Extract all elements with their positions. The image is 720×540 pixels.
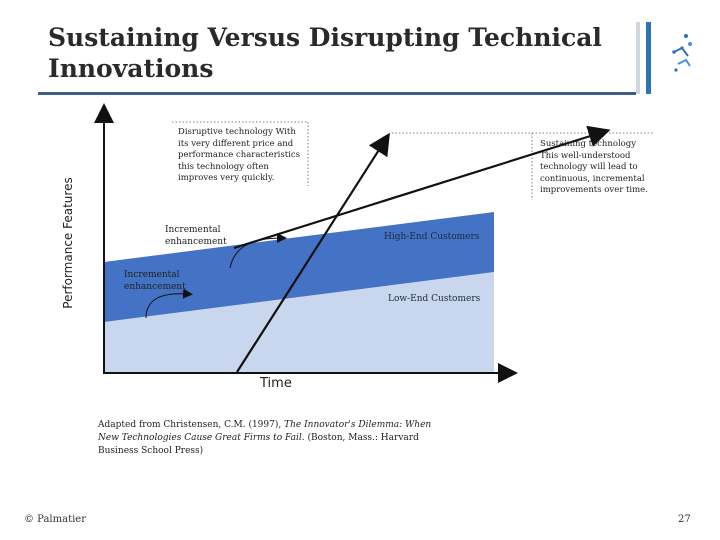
incremental-arrow-2 — [145, 288, 193, 319]
x-axis-label: Time — [260, 376, 292, 391]
y-axis-label: Performance Features — [61, 177, 75, 309]
low-end-customers-band — [104, 272, 494, 372]
copyright-notice: © Palmatier — [24, 514, 86, 525]
high-end-customers-band — [104, 212, 494, 322]
disruptive-technology-arrow — [236, 132, 390, 373]
source-caption: Adapted from Christensen, C.M. (1997), T… — [98, 419, 438, 458]
accent-bar-blue — [646, 22, 651, 94]
caption-book-title: The Innovator's Dilemma: When New Techno… — [98, 420, 432, 443]
title-underline — [38, 92, 636, 95]
low-end-customers-label: Low-End Customers — [388, 294, 481, 304]
slide-title: Sustaining Versus Disrupting Technical I… — [48, 23, 602, 83]
caption-suffix: . (Boston, Mass.: Harvard Business Schoo… — [98, 433, 419, 456]
caption-prefix: Adapted from Christensen, C.M. (1997), — [98, 420, 285, 430]
disruptive-technology-note: Disruptive technology With its very diff… — [178, 127, 300, 183]
accent-bar-gray — [636, 22, 640, 94]
high-end-customers-label: High-End Customers — [384, 232, 480, 242]
sustaining-technology-note: Sustaining technology This well-understo… — [540, 139, 648, 195]
page-number: 27 — [678, 514, 691, 525]
logo-icon — [672, 34, 692, 72]
incremental-enhancement-label-1: Incremental enhancement — [165, 225, 227, 247]
sustaining-technology-arrow — [233, 125, 611, 250]
incremental-arrow-1 — [229, 233, 287, 269]
incremental-enhancement-label-2: Incremental enhancement — [124, 270, 186, 292]
